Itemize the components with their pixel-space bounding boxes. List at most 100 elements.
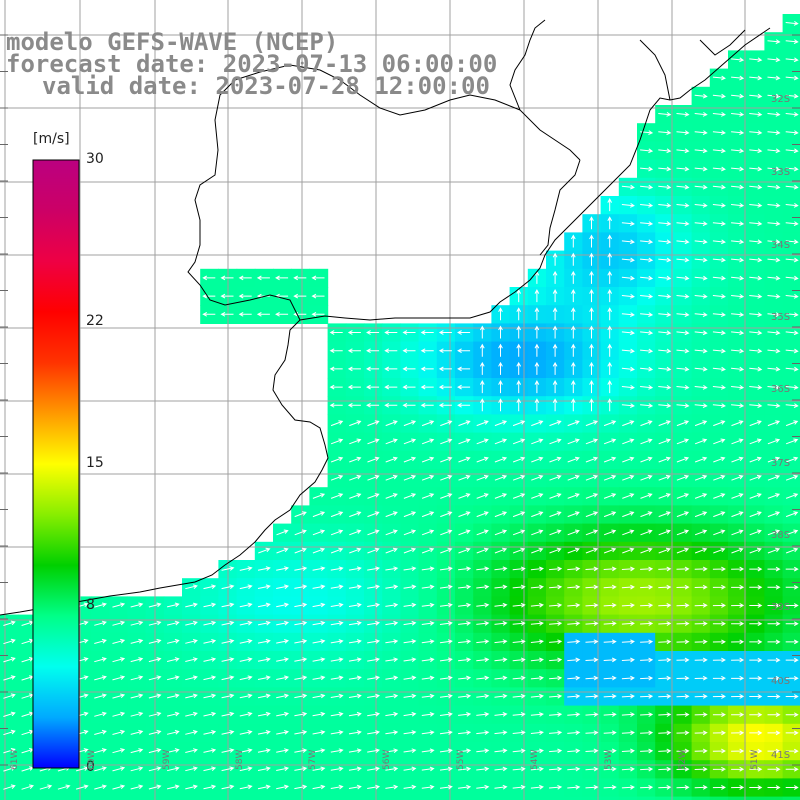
wind-arrow: [607, 380, 613, 394]
wind-arrow: [440, 420, 453, 427]
wind-arrow: [767, 202, 781, 208]
wind-arrow: [203, 711, 217, 717]
wind-arrow: [749, 657, 763, 663]
wind-arrow: [516, 325, 522, 339]
wind-arrow: [421, 438, 435, 445]
wind-arrow: [530, 602, 544, 608]
wind-arrow: [239, 711, 253, 717]
wind-arrow: [3, 766, 16, 772]
wind-arrow: [166, 638, 180, 644]
wind-arrow: [676, 603, 690, 608]
wind-arrow: [257, 602, 271, 608]
wind-arrow: [658, 257, 672, 263]
wind-arrow: [570, 289, 576, 303]
wind-arrow: [658, 221, 672, 226]
wind-arrow: [276, 693, 290, 699]
wind-arrow: [767, 384, 781, 390]
wind-arrow: [347, 348, 361, 354]
wind-arrow: [421, 621, 435, 626]
wind-arrow: [767, 111, 781, 117]
wind-arrow: [603, 602, 617, 608]
wind-arrow: [658, 166, 672, 172]
wind-arrow: [731, 202, 745, 208]
wind-arrow: [512, 784, 526, 790]
wind-arrow: [712, 748, 726, 754]
wind-arrow: [367, 602, 381, 608]
wind-arrow: [403, 730, 417, 735]
wind-arrow: [731, 293, 745, 299]
wind-arrow: [220, 311, 234, 317]
wind-arrow: [549, 712, 563, 717]
wind-arrow: [731, 657, 745, 663]
wind-arrow: [731, 330, 745, 336]
wind-arrow: [367, 584, 381, 590]
longitude-label: 56W: [382, 749, 392, 770]
wind-arrow: [676, 456, 690, 463]
wind-arrow: [385, 675, 399, 681]
wind-arrow: [512, 584, 526, 590]
wind-arrow: [676, 348, 690, 354]
wind-arrow: [749, 621, 763, 627]
wind-arrow: [585, 584, 599, 590]
wind-arrow: [130, 675, 144, 681]
longitude-label: 59W: [162, 749, 172, 770]
wind-arrow: [749, 93, 763, 99]
longitude-label: 55W: [456, 749, 466, 770]
wind-arrow: [312, 493, 326, 499]
wind-arrow: [367, 748, 381, 753]
wind-arrow: [166, 711, 180, 717]
wind-arrow: [440, 474, 453, 481]
wind-arrow: [221, 675, 235, 681]
wind-arrow: [458, 529, 471, 536]
wind-arrow: [585, 748, 599, 754]
wind-arrow: [531, 493, 544, 499]
wind-arrow: [640, 603, 654, 608]
wind-arrow: [749, 75, 763, 81]
wind-arrow: [458, 766, 472, 772]
wind-arrow: [385, 693, 399, 699]
wind-arrow: [385, 766, 399, 772]
wind-arrow: [749, 257, 763, 263]
wind-arrow: [694, 366, 708, 372]
wind-arrow: [348, 620, 362, 626]
wind-arrow: [658, 529, 671, 536]
wind-arrow: [458, 438, 471, 445]
wind-arrow: [257, 639, 271, 644]
wind-arrow: [552, 325, 558, 339]
wind-arrow: [384, 348, 398, 354]
wind-arrow: [785, 621, 799, 627]
wind-arrow: [348, 766, 362, 772]
wind-arrow: [640, 621, 654, 626]
wind-arrow: [585, 675, 599, 681]
wind-arrow: [367, 730, 381, 735]
wind-arrow: [567, 766, 581, 772]
wind-arrow: [567, 621, 581, 626]
wind-arrow: [512, 511, 526, 518]
wind-arrow: [712, 111, 726, 117]
wind-arrow: [658, 330, 672, 336]
wind-arrow: [676, 239, 690, 245]
wind-arrow: [640, 366, 654, 372]
wind-speed-cell: [709, 796, 729, 800]
wind-speed-cell: [0, 796, 19, 800]
wind-arrow: [257, 766, 271, 772]
wind-arrow: [94, 766, 107, 772]
wind-arrow: [112, 711, 126, 717]
wind-speed-cell: [109, 796, 128, 800]
wind-arrow: [694, 403, 708, 408]
wind-arrow: [694, 657, 708, 663]
wind-arrow: [785, 547, 799, 554]
wind-arrow: [221, 602, 235, 608]
wind-arrow: [348, 675, 362, 681]
wind-arrow: [549, 657, 563, 663]
wind-arrow: [749, 202, 763, 208]
wind-arrow: [438, 348, 452, 354]
wind-arrow: [621, 330, 635, 336]
wind-arrow: [130, 729, 144, 735]
wind-arrow: [552, 380, 558, 394]
wind-arrow: [421, 584, 435, 590]
wind-arrow: [130, 602, 144, 608]
wind-arrow: [767, 438, 781, 445]
wind-arrow: [494, 493, 508, 499]
wind-arrow: [476, 675, 490, 681]
